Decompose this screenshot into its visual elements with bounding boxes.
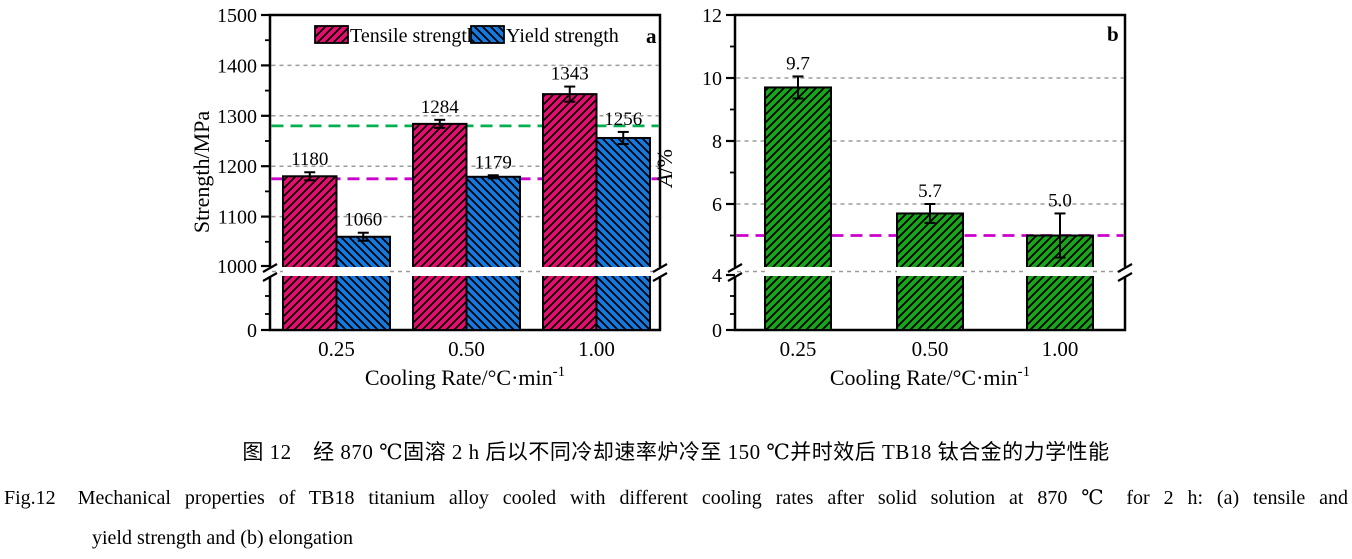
bar-a-1-1 (465, 175, 521, 331)
bar-value-label: 1343 (551, 64, 589, 85)
y-tick-label: 1200 (217, 156, 257, 178)
bar-value-label: 1179 (475, 152, 512, 173)
axis-break-mark (727, 272, 743, 282)
axis-break-mark (652, 272, 668, 282)
bar-value-label: 1180 (291, 149, 328, 170)
bar-value-label: 1256 (604, 109, 642, 130)
bar-a-0-1 (412, 122, 468, 331)
x-axis-title-a: Cooling Rate/°C·min-1 (365, 364, 565, 390)
axis-break-mark (652, 263, 668, 273)
y-tick-label: 1400 (217, 55, 257, 77)
x-tick-label: 0.50 (448, 337, 485, 361)
x-tick-label: 1.00 (1042, 337, 1079, 361)
y-tick-label: 4 (712, 265, 722, 287)
caption-english: Fig.12 Mechanical properties of TB18 tita… (4, 484, 1348, 552)
x-tick-label: 0.50 (912, 337, 949, 361)
figure-number-label: Fig.12 (4, 487, 56, 509)
legend-label-1: Yield strength (506, 25, 619, 47)
bar-value-label: 9.7 (786, 53, 810, 74)
x-axis-title-b: Cooling Rate/°C·min-1 (830, 364, 1030, 390)
caption-english-line2: yield strength and (b) elongation (92, 527, 354, 549)
y-tick-label: 10 (702, 68, 722, 90)
legend-swatch-1 (470, 25, 505, 44)
bar-a-0-0 (282, 175, 338, 331)
bar-a-1-0 (335, 235, 391, 331)
legend-label-0: Tensile strength (350, 25, 477, 47)
y-tick-label: 8 (712, 131, 722, 153)
y-tick-label: 1300 (217, 106, 257, 128)
x-tick-label: 0.25 (780, 337, 817, 361)
charts-canvas: 1180128413431060117912560100011001200130… (189, 5, 1135, 390)
bar-a-0-2 (542, 93, 598, 331)
y-tick-label: 1000 (217, 256, 257, 278)
panel-letter-b: b (1107, 22, 1119, 46)
bar-value-label: 1060 (344, 210, 382, 231)
caption-english-line1-text: Mechanical properties of TB18 titanium a… (77, 487, 1348, 509)
axis-break-band-a (260, 267, 670, 276)
y-tick-label: 0 (247, 320, 257, 342)
axis-break-band-b (725, 267, 1135, 276)
axis-break-mark (262, 263, 278, 273)
y-tick-label: 0 (712, 320, 722, 342)
y-tick-label: 6 (712, 194, 722, 216)
y-axis-title-a: Strength/MPa (189, 111, 214, 233)
axis-break-mark (1117, 263, 1133, 273)
bar-b-0-0 (764, 86, 832, 331)
panel-letter-a: a (646, 24, 657, 48)
y-tick-label: 12 (702, 5, 722, 27)
x-tick-label: 1.00 (578, 337, 615, 361)
caption-english-line1: Fig.12 Mechanical properties of TB18 tita… (4, 484, 1348, 512)
legend-swatch-0 (314, 25, 349, 44)
bar-value-label: 5.0 (1048, 190, 1072, 211)
y-axis-title-b: A/% (652, 149, 677, 189)
bar-value-label: 5.7 (918, 181, 942, 202)
axis-break-mark (1117, 272, 1133, 282)
caption-chinese: 图 12 经 870 ℃固溶 2 h 后以不同冷却速率炉冷至 150 ℃并时效后… (242, 440, 1110, 464)
axis-break-mark (727, 263, 743, 273)
y-tick-label: 1100 (218, 207, 257, 229)
x-tick-label: 0.25 (318, 337, 355, 361)
axis-break-mark (262, 272, 278, 282)
bar-value-label: 1284 (421, 97, 460, 118)
bar-a-1-2 (595, 136, 651, 331)
y-tick-label: 1500 (217, 5, 257, 27)
